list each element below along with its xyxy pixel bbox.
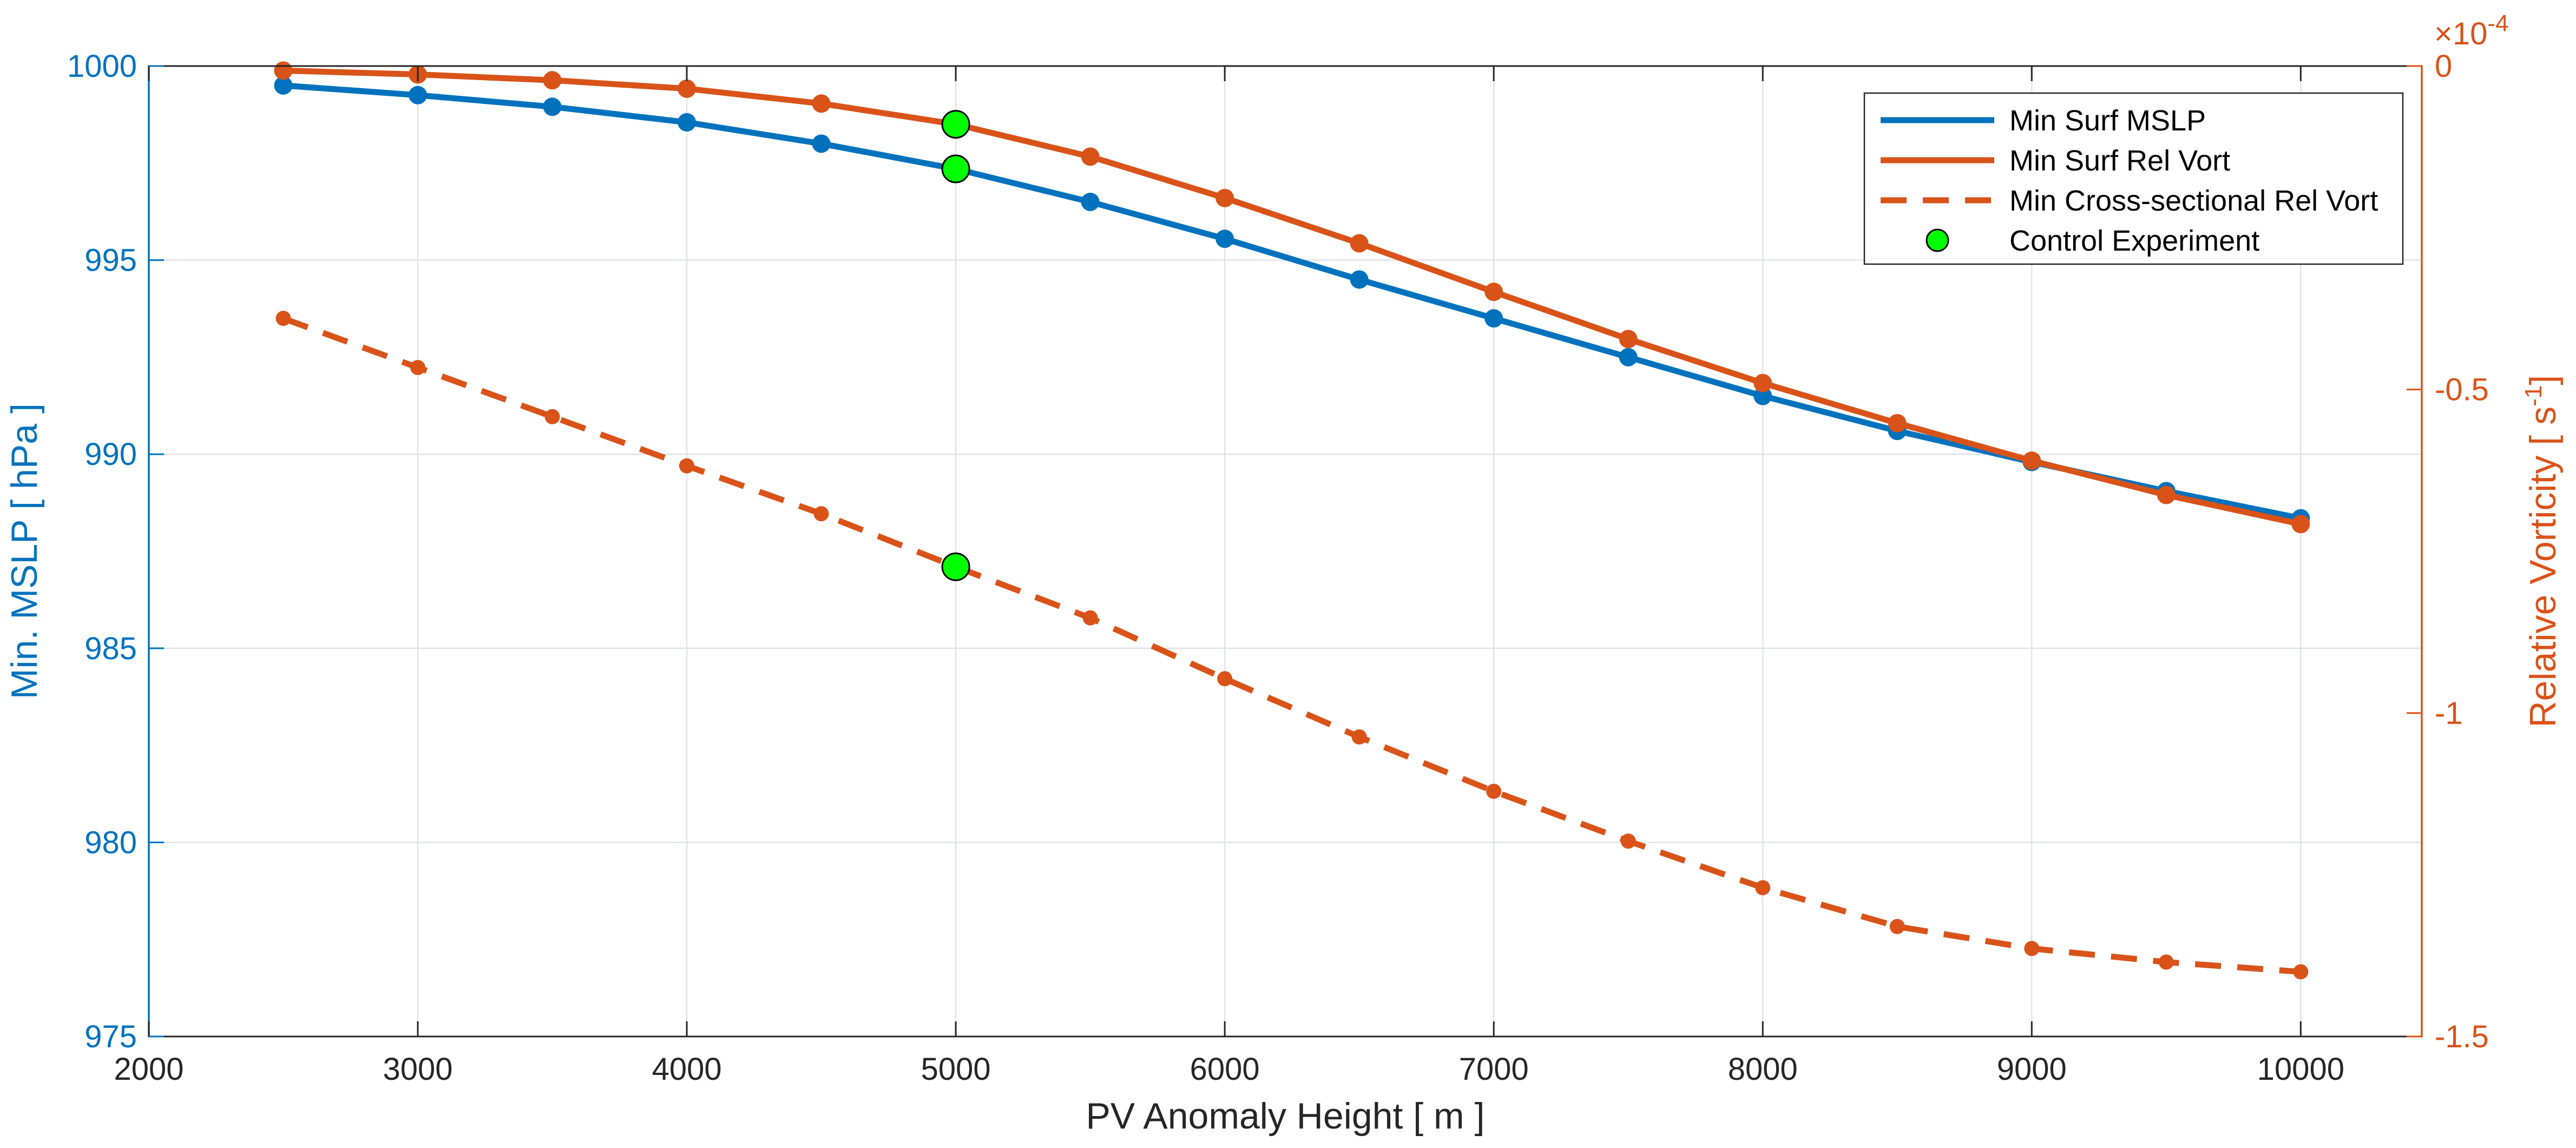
series-point-1 — [812, 94, 831, 113]
series-point-1 — [1484, 283, 1503, 301]
series-point-1 — [274, 61, 293, 80]
series-point-0 — [1484, 309, 1503, 328]
series-layer — [274, 61, 2310, 980]
series-point-2 — [2024, 941, 2040, 956]
series-point-0 — [812, 134, 831, 153]
y-tick-label-left: 975 — [84, 1019, 137, 1054]
x-tick-label: 9000 — [1997, 1052, 2067, 1087]
y-tick-label-left: 980 — [84, 825, 137, 860]
legend-marker — [1926, 228, 1949, 252]
right-axis-multiplier-exponent: -4 — [2487, 10, 2508, 37]
legend-entries: Min Surf MSLP Min Surf Rel Vort Min Cross-… — [1881, 104, 2378, 257]
x-tick-label: 5000 — [921, 1052, 991, 1087]
series-point-1 — [678, 79, 696, 98]
series-point-2 — [1486, 783, 1502, 799]
control-experiment-marker — [941, 154, 970, 183]
x-tick-label: 3000 — [383, 1052, 453, 1087]
y-axis-label-right-prefix: Relative Vorticity [ s — [2522, 406, 2564, 727]
series-point-2 — [679, 458, 695, 474]
series-point-1 — [1350, 234, 1369, 253]
y-axis-label-right: Relative Vorticity [ s-1] — [2520, 375, 2564, 727]
legend-label: Min Cross-sectional Rel Vort — [2009, 185, 2378, 217]
control-experiment-marker — [941, 110, 970, 139]
series-point-2 — [2293, 964, 2309, 980]
series-point-0 — [1619, 347, 1638, 366]
series-point-2 — [275, 311, 291, 326]
series-point-0 — [274, 76, 293, 95]
series-point-1 — [1215, 188, 1234, 207]
labels-layer: PV Anomaly Height [ m ] Min. MSLP [ hPa … — [4, 10, 2564, 1137]
series-point-1 — [2291, 515, 2310, 534]
axes-layer: 2000 3000 4000 5000 6000 7000 8000 9000 10000975… — [67, 49, 2489, 1087]
y-tick-label-left: 985 — [84, 631, 137, 666]
legend-label: Min Surf MSLP — [2009, 104, 2206, 137]
legend-label: Control Experiment — [2009, 225, 2259, 257]
x-tick-label: 8000 — [1728, 1052, 1798, 1087]
series-point-2 — [1082, 610, 1098, 626]
series-point-1 — [1888, 414, 1907, 432]
x-axis-label: PV Anomaly Height [ m ] — [1086, 1095, 1485, 1137]
right-axis-multiplier: ×10-4 — [2434, 10, 2509, 51]
y-tick-label-right: -0.5 — [2435, 372, 2489, 408]
series-point-2 — [1755, 880, 1771, 896]
x-tick-label: 10000 — [2257, 1052, 2344, 1087]
y-tick-label-left: 995 — [84, 243, 137, 278]
series-point-2 — [2158, 954, 2174, 970]
series-point-1 — [2022, 451, 2041, 470]
series-line-0 — [283, 82, 2302, 521]
series-point-2 — [1351, 729, 1367, 745]
series-line-2 — [282, 316, 2301, 975]
legend: Min Surf MSLP Min Surf Rel Vort Min Cross-… — [1863, 92, 2404, 265]
series-point-2 — [544, 409, 560, 424]
y-tick-label-left: 990 — [84, 437, 137, 472]
x-tick-label: 7000 — [1459, 1052, 1529, 1087]
x-tick-label: 6000 — [1190, 1052, 1260, 1087]
series-point-1 — [2157, 486, 2176, 504]
series-point-0 — [1350, 270, 1369, 289]
legend-label: Min Surf Rel Vort — [2009, 145, 2230, 177]
series-point-0 — [1753, 386, 1772, 405]
x-tick-label: 2000 — [114, 1052, 183, 1087]
series-point-2 — [410, 360, 426, 376]
series-point-1 — [1619, 330, 1638, 349]
y-tick-label-right: -1.5 — [2435, 1019, 2489, 1054]
series-point-2 — [1217, 671, 1233, 686]
y-axis-label-right-exponent: -1 — [2520, 385, 2547, 406]
series-point-1 — [1753, 373, 1772, 392]
series-point-1 — [1081, 147, 1100, 166]
series-point-2 — [1620, 834, 1636, 849]
y-axis-label-left: Min. MSLP [ hPa ] — [4, 403, 45, 699]
y-axis-label-right-suffix: ] — [2522, 375, 2564, 385]
y-tick-label-right: -1 — [2435, 696, 2463, 731]
x-tick-label: 4000 — [652, 1052, 722, 1087]
series-point-2 — [813, 506, 829, 522]
series-line-1 — [283, 67, 2302, 527]
y-tick-label-left: 1000 — [67, 49, 137, 84]
control-experiment-marker — [941, 552, 970, 581]
right-axis-multiplier-base: ×10 — [2434, 16, 2487, 51]
series-point-0 — [678, 113, 696, 132]
y-tick-label-right: 0 — [2435, 49, 2452, 84]
series-point-0 — [409, 86, 428, 104]
series-point-1 — [543, 71, 562, 90]
series-point-0 — [1215, 229, 1234, 248]
series-point-0 — [543, 97, 562, 116]
series-point-0 — [1081, 193, 1100, 212]
series-point-2 — [1889, 919, 1905, 934]
